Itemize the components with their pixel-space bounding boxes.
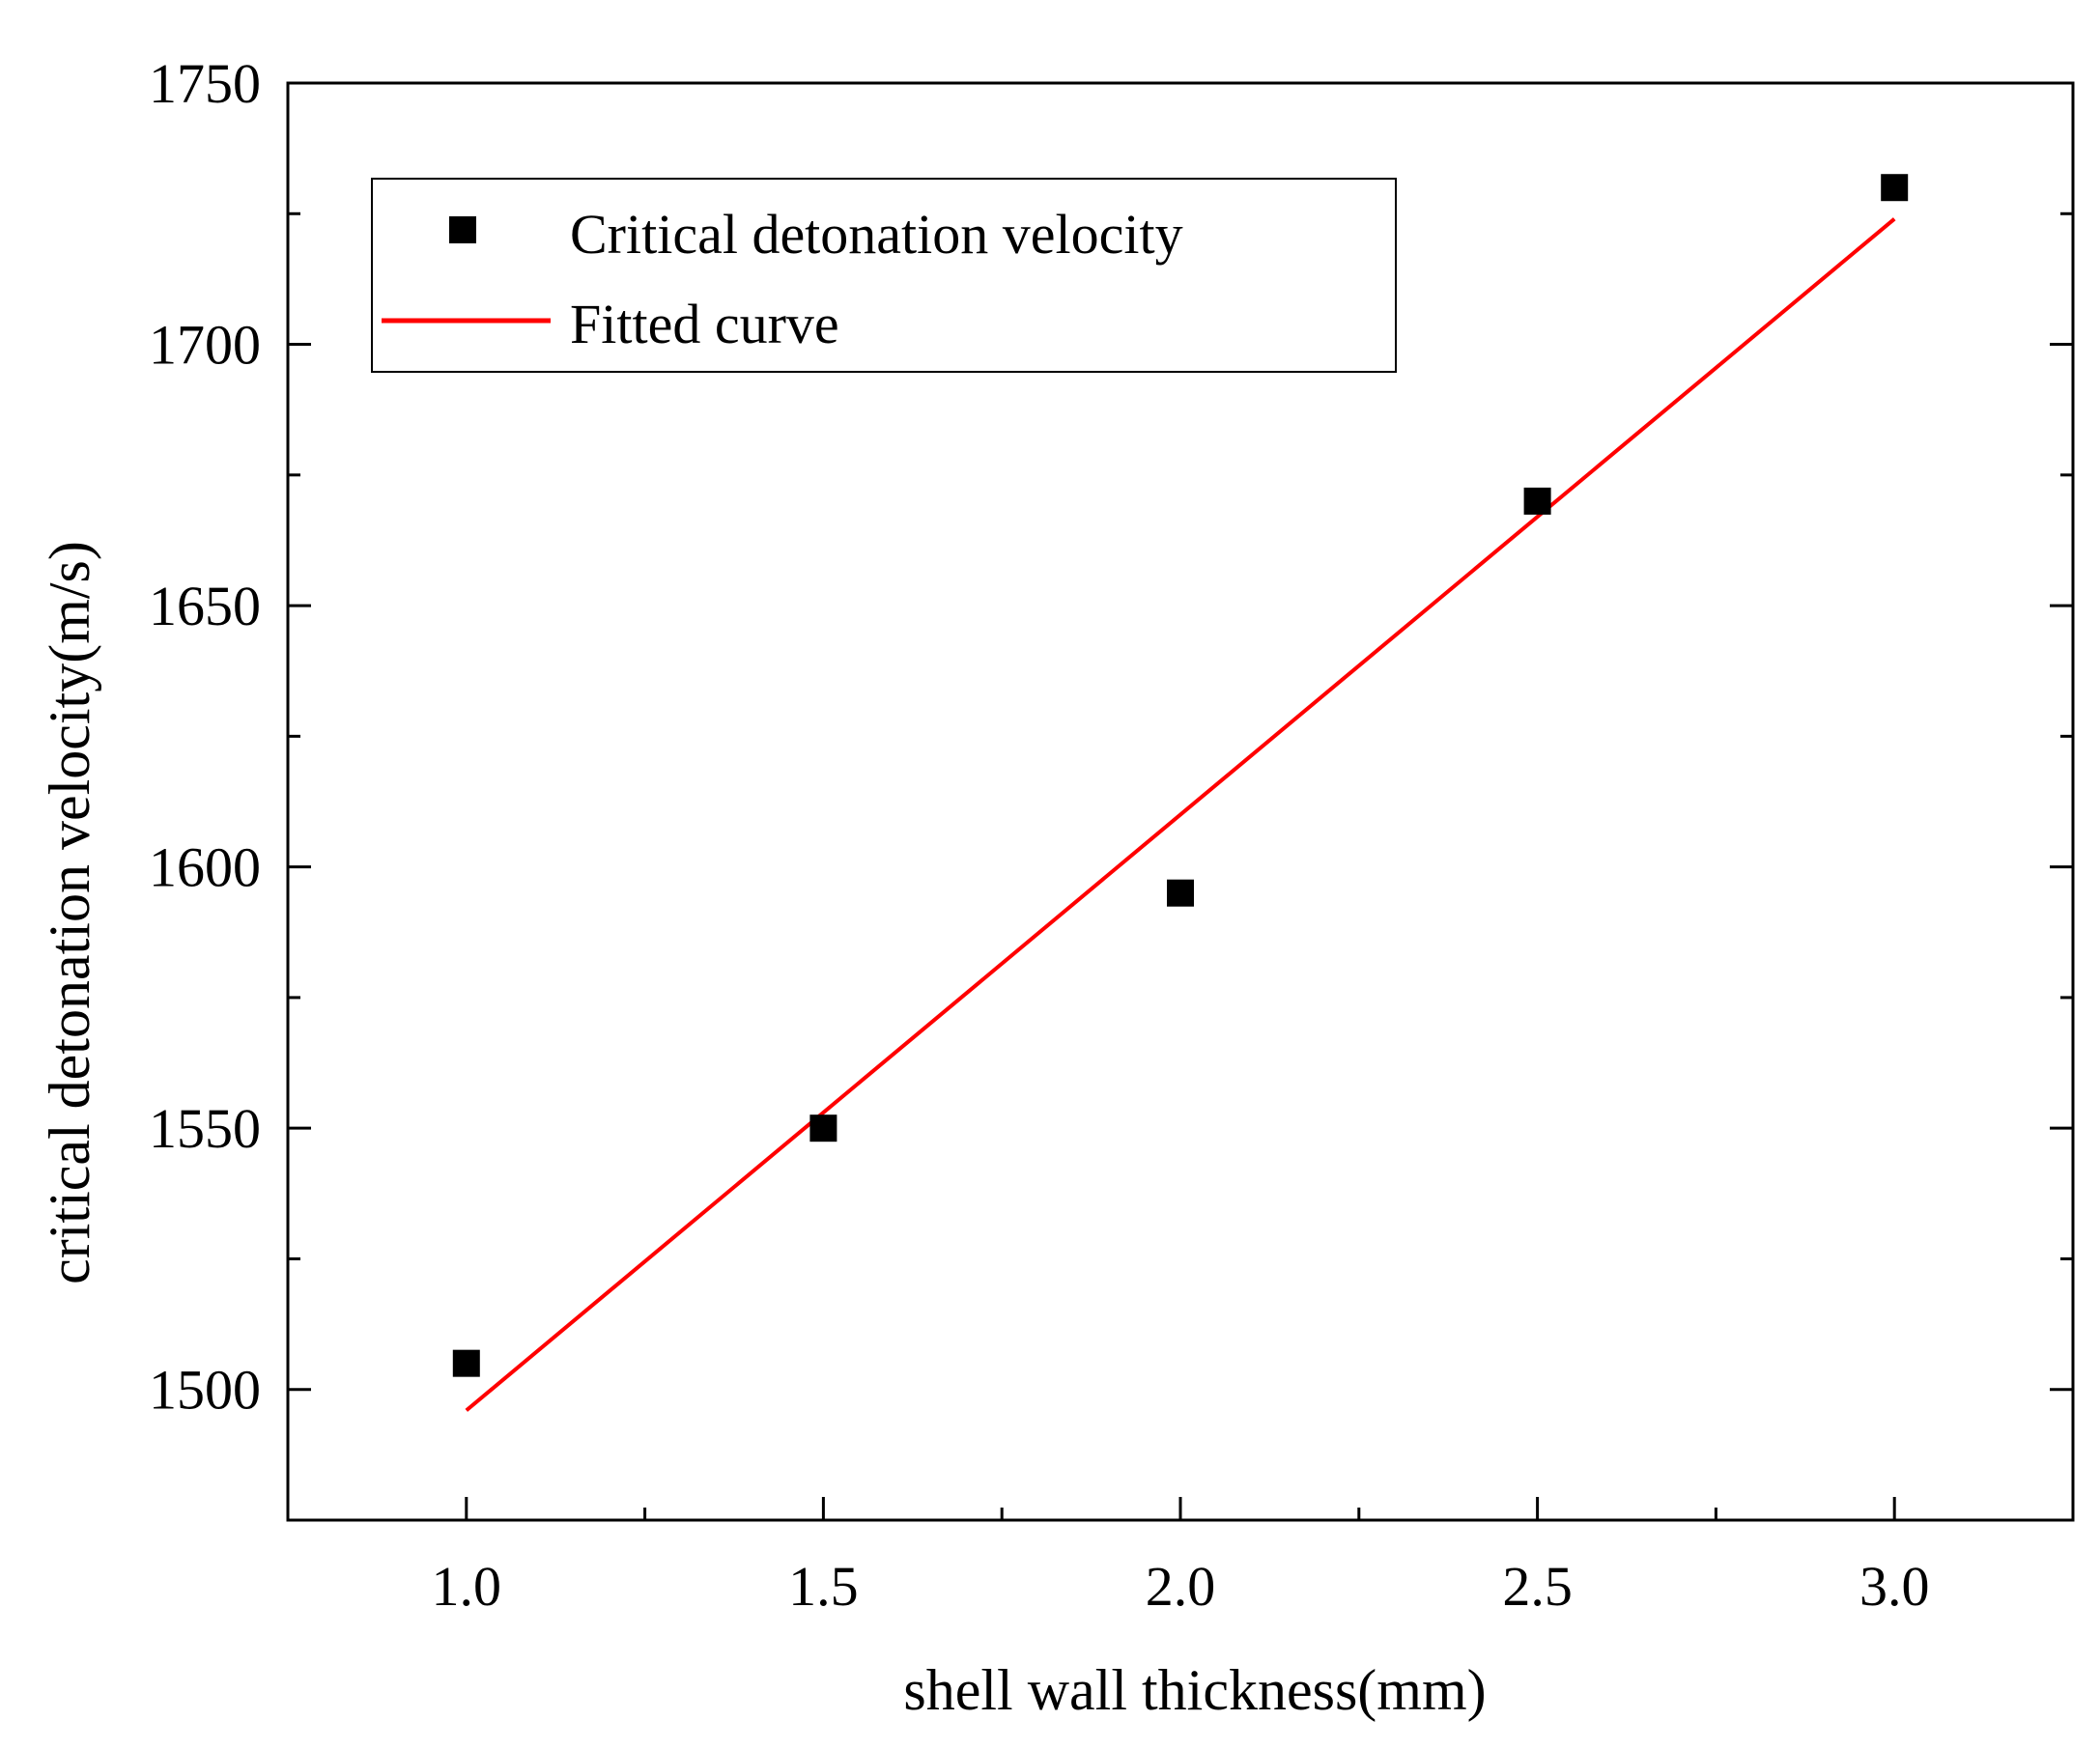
legend: Critical detonation velocity Fitted curv… [371, 178, 1397, 373]
y-tick-label: 1700 [149, 314, 261, 377]
fitted-curve-line [465, 217, 1896, 1412]
legend-label-points: Critical detonation velocity [570, 203, 1183, 266]
x-tick-label: 1.0 [432, 1555, 502, 1618]
y-tick-label: 1550 [149, 1097, 261, 1160]
legend-marker-square-icon [449, 216, 476, 243]
y-tick-label: 1600 [149, 836, 261, 899]
x-tick-label: 2.5 [1502, 1555, 1573, 1618]
y-tick-label: 1650 [149, 575, 261, 637]
plot-frame [286, 81, 2075, 1522]
y-axis-title: critical detonation velocity(m/s) [38, 541, 101, 1284]
fitted-curve-layer [465, 217, 1896, 1412]
x-axis-title: shell wall thickness(mm) [903, 1658, 1486, 1722]
data-point [1881, 174, 1909, 202]
y-tick-label: 1500 [149, 1359, 261, 1422]
data-point [1523, 487, 1551, 515]
data-point [1167, 879, 1194, 907]
x-tick-label: 2.0 [1146, 1555, 1216, 1618]
data-point [452, 1349, 480, 1377]
x-tick-label: 1.5 [788, 1555, 859, 1618]
legend-box [371, 178, 1397, 373]
tick-labels: 1.0 1.5 2.0 2.5 3.0 1500 1550 1600 1650 1700 1750 [149, 52, 1929, 1618]
data-points-layer [452, 174, 1909, 1377]
data-point [809, 1114, 837, 1142]
y-tick-label: 1750 [149, 52, 261, 115]
legend-label-fit: Fitted curve [570, 293, 839, 355]
x-tick-label: 3.0 [1859, 1555, 1930, 1618]
